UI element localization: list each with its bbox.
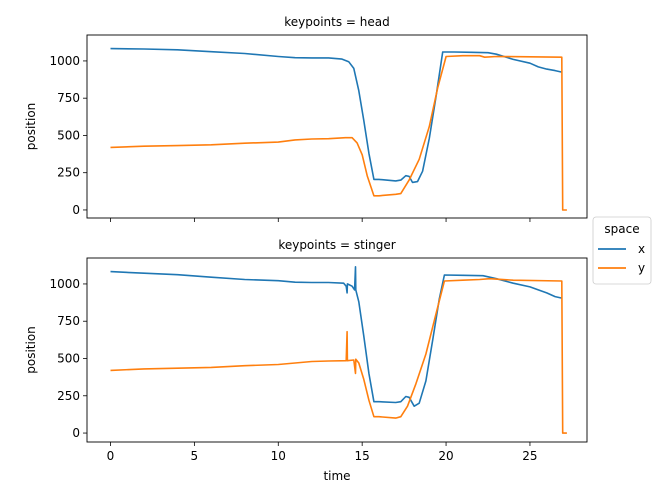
y-tick-label: 500	[57, 351, 80, 365]
panel-title: keypoints = head	[284, 15, 390, 29]
y-tick-label: 500	[57, 128, 80, 142]
y-tick-label: 1000	[49, 54, 80, 68]
y-tick-label: 0	[72, 426, 80, 440]
y-tick-label: 250	[57, 166, 80, 180]
y-tick-label: 1000	[49, 277, 80, 291]
x-axis-label: time	[323, 469, 350, 483]
axes-frame	[86, 257, 588, 443]
x-tick-label: 0	[107, 449, 115, 463]
panel-stinger: keypoints = stinger 0 250 500 750 1000 0 5 10 15 2…	[24, 238, 588, 483]
series-line-y	[110, 277, 567, 434]
x-tick-label: 15	[355, 449, 370, 463]
legend-title: space	[604, 222, 639, 236]
panel-title: keypoints = stinger	[278, 238, 395, 252]
x-tick-label: 10	[271, 449, 286, 463]
legend-label-x: x	[638, 242, 645, 256]
x-tick-label: 5	[191, 449, 199, 463]
legend: space xy	[592, 216, 652, 285]
series-line-x	[110, 47, 562, 184]
legend-label-y: y	[638, 261, 645, 275]
series-line-y	[110, 54, 567, 211]
x-tick-label: 25	[522, 449, 537, 463]
y-axis-label: position	[24, 326, 38, 374]
axes-frame	[86, 34, 588, 219]
series-line-x	[110, 266, 562, 407]
y-tick-label: 250	[57, 389, 80, 403]
y-tick-label: 750	[57, 91, 80, 105]
panel-head: keypoints = head 0 250 500 750 1000 position	[24, 15, 588, 222]
x-tick-label: 20	[438, 449, 453, 463]
y-tick-label: 0	[72, 203, 80, 217]
y-axis-label: position	[24, 103, 38, 151]
y-tick-label: 750	[57, 314, 80, 328]
